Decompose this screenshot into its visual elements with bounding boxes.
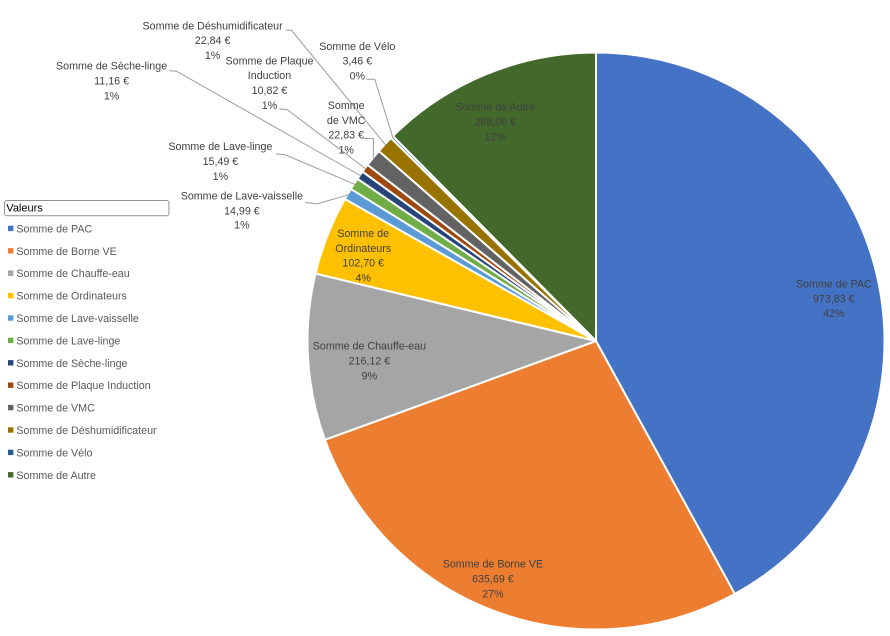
- svg-text:Somme de Lave-linge: Somme de Lave-linge: [168, 141, 272, 153]
- svg-text:Somme de Vélo: Somme de Vélo: [16, 447, 92, 459]
- svg-text:12%: 12%: [485, 131, 507, 143]
- svg-text:Somme de Ordinateurs: Somme de Ordinateurs: [16, 291, 127, 303]
- svg-text:Somme de Lave-vaisselle: Somme de Lave-vaisselle: [16, 313, 138, 325]
- svg-text:Somme de Sèche-linge: Somme de Sèche-linge: [16, 358, 127, 370]
- svg-text:Somme de Borne VE: Somme de Borne VE: [443, 558, 543, 570]
- svg-text:3,46 €: 3,46 €: [342, 56, 372, 68]
- svg-text:Somme de VMC: Somme de VMC: [16, 403, 95, 415]
- svg-text:102,70 €: 102,70 €: [342, 258, 384, 270]
- svg-text:Somme de Déshumidificateur: Somme de Déshumidificateur: [143, 20, 284, 32]
- svg-text:Somme de PAC: Somme de PAC: [16, 223, 92, 235]
- svg-text:Somme de Autre: Somme de Autre: [455, 102, 535, 114]
- svg-text:Somme de Lave-linge: Somme de Lave-linge: [16, 335, 120, 347]
- svg-text:Induction: Induction: [248, 70, 291, 82]
- svg-text:1%: 1%: [262, 100, 278, 112]
- svg-text:11,16 €: 11,16 €: [94, 76, 129, 88]
- svg-text:4%: 4%: [355, 272, 371, 284]
- svg-text:1%: 1%: [338, 145, 354, 157]
- svg-text:Somme de Chauffe-eau: Somme de Chauffe-eau: [313, 341, 426, 353]
- svg-text:de VMC: de VMC: [327, 115, 366, 127]
- svg-text:1%: 1%: [234, 220, 250, 232]
- svg-text:Ordinateurs: Ordinateurs: [335, 243, 391, 255]
- svg-text:Somme de Plaque Induction: Somme de Plaque Induction: [16, 380, 150, 392]
- svg-text:216,12 €: 216,12 €: [349, 356, 391, 368]
- svg-text:14,99 €: 14,99 €: [224, 205, 260, 217]
- svg-text:9%: 9%: [362, 370, 378, 382]
- svg-text:1%: 1%: [213, 171, 229, 183]
- svg-text:1%: 1%: [104, 90, 120, 102]
- svg-text:Somme de Sèche-linge: Somme de Sèche-linge: [56, 61, 167, 73]
- svg-text:973,83 €: 973,83 €: [813, 293, 855, 305]
- svg-text:Somme de PAC: Somme de PAC: [796, 279, 872, 291]
- svg-text:10,82 €: 10,82 €: [252, 85, 288, 97]
- svg-text:Somme de Autre: Somme de Autre: [16, 470, 96, 482]
- svg-text:0%: 0%: [350, 71, 366, 83]
- svg-text:Somme de Chauffe-eau: Somme de Chauffe-eau: [16, 268, 129, 280]
- svg-text:288,06 €: 288,06 €: [474, 117, 516, 129]
- svg-text:22,83 €: 22,83 €: [328, 130, 364, 142]
- svg-text:27%: 27%: [482, 588, 504, 600]
- svg-text:1%: 1%: [205, 50, 221, 62]
- svg-text:Somme de: Somme de: [337, 228, 389, 240]
- svg-text:22,84 €: 22,84 €: [195, 35, 231, 47]
- svg-text:635,69 €: 635,69 €: [472, 573, 514, 585]
- svg-text:15,49 €: 15,49 €: [203, 156, 239, 168]
- svg-text:Somme de Vélo: Somme de Vélo: [319, 41, 395, 53]
- svg-text:Valeurs: Valeurs: [6, 203, 43, 215]
- svg-text:Somme de Lave-vaisselle: Somme de Lave-vaisselle: [181, 190, 303, 202]
- svg-text:Somme de Plaque: Somme de Plaque: [226, 55, 314, 67]
- svg-text:42%: 42%: [823, 308, 845, 320]
- svg-text:Somme de Borne VE: Somme de Borne VE: [16, 246, 116, 258]
- svg-text:Somme: Somme: [328, 100, 365, 112]
- svg-text:Somme de Déshumidificateur: Somme de Déshumidificateur: [16, 425, 157, 437]
